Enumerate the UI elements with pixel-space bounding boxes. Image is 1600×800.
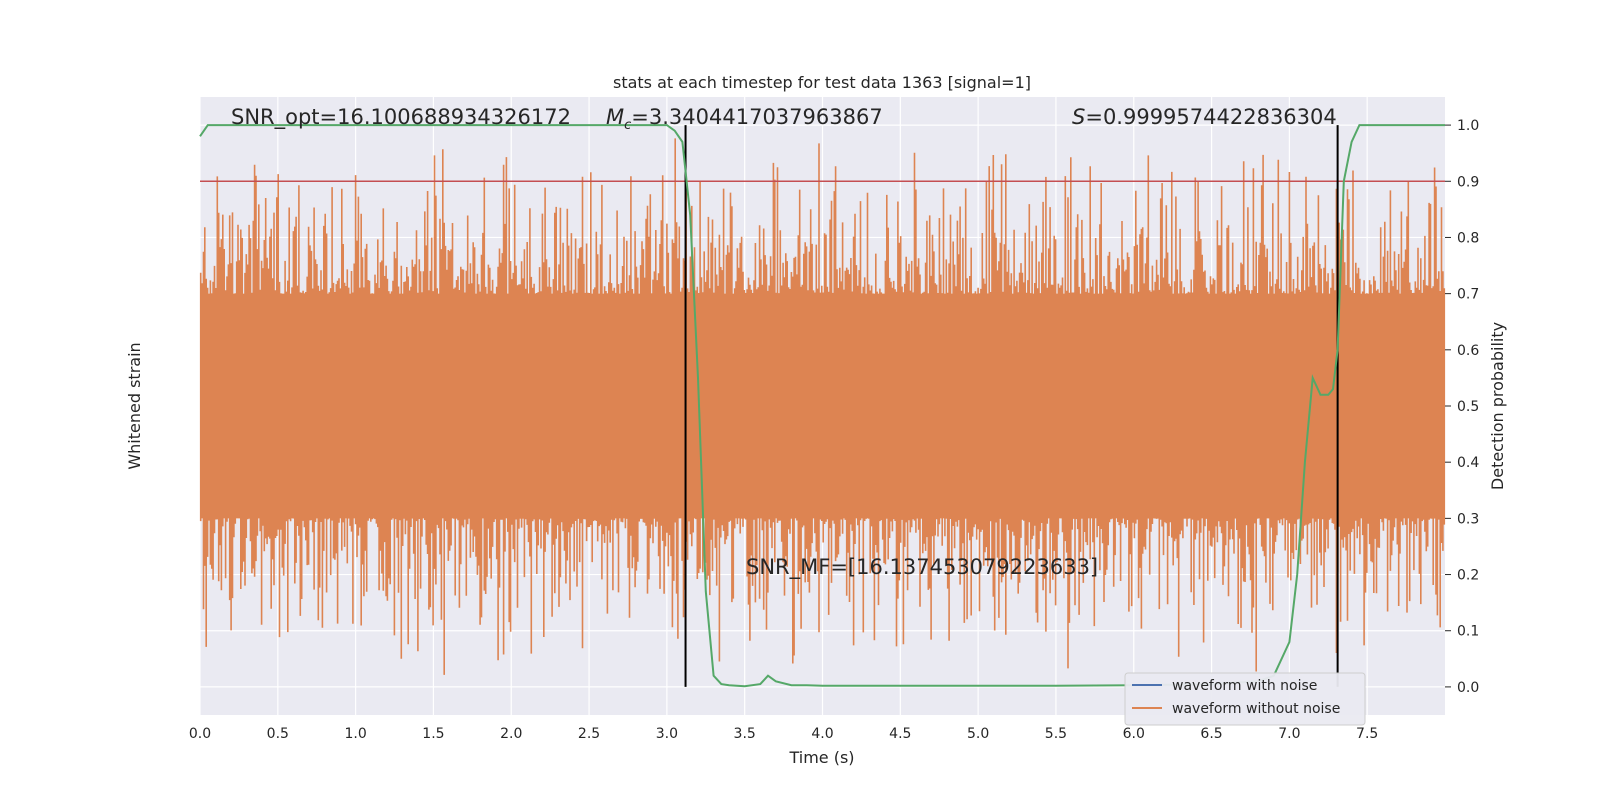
y-right-tick-label: 0.2: [1457, 568, 1479, 584]
annotation-score: S=0.9999574422836304: [1072, 105, 1337, 129]
x-tick-label: 0.0: [189, 726, 211, 742]
x-tick-label: 3.5: [734, 726, 756, 742]
y-right-tick-label: 0.0: [1457, 680, 1479, 696]
y-right-tick-label: 0.5: [1457, 399, 1479, 415]
y-right-axis-label: Detection probability: [1488, 322, 1507, 490]
annotation-chirp-mass: Mc=3.3404417037963867: [606, 105, 883, 133]
y-right-ticks: 0.0 0.1 0.2 0.3 0.4 0.5 0.6 0.7 0.8 0.9 1.0: [1445, 118, 1479, 696]
x-tick-label: 3.0: [656, 726, 678, 742]
s-value: =0.9999574422836304: [1085, 105, 1336, 129]
y-right-tick-label: 0.3: [1457, 511, 1479, 527]
y-right-tick-label: 0.9: [1457, 174, 1479, 190]
y-right-tick-label: 0.1: [1457, 624, 1479, 640]
y-right-tick-label: 0.8: [1457, 230, 1479, 246]
detection-probability-line: [199, 124, 1445, 688]
x-tick-label: 1.5: [422, 726, 444, 742]
mc-symbol: M: [606, 105, 624, 129]
x-axis-label: Time (s): [788, 748, 854, 767]
x-ticks: 0.0 0.5 1.0 1.5 2.0 2.5 3.0 3.5 4.0 4.5 5.0 5.5 6.0 6…: [189, 726, 1378, 742]
vertical-lines: [684, 125, 1339, 687]
y-right-tick-label: 0.7: [1457, 287, 1479, 303]
x-tick-label: 0.5: [267, 726, 289, 742]
x-tick-label: 2.0: [500, 726, 522, 742]
y-right-tick-label: 0.6: [1457, 343, 1479, 359]
chart-title: stats at each timestep for test data 136…: [613, 73, 1031, 92]
annotation-snr-mf: SNR_MF=[16.137453079223633]: [746, 555, 1098, 580]
x-tick-label: 5.0: [967, 726, 989, 742]
x-tick-label: 4.0: [811, 726, 833, 742]
x-tick-label: 6.5: [1200, 726, 1222, 742]
x-tick-label: 7.0: [1278, 726, 1300, 742]
noise-spikes: [199, 138, 1446, 675]
x-tick-label: 7.5: [1356, 726, 1378, 742]
y-right-tick-label: 1.0: [1457, 118, 1479, 134]
x-tick-label: 4.5: [889, 726, 911, 742]
y-left-axis-label: Whitened strain: [125, 342, 144, 469]
annotation-snr-opt: SNR_opt=16.100688934326172: [231, 105, 571, 130]
legend: waveform with noise waveform without noi…: [1124, 672, 1366, 726]
x-tick-label: 6.0: [1123, 726, 1145, 742]
noise-waveform: [199, 138, 1446, 675]
x-tick-label: 1.0: [344, 726, 366, 742]
x-tick-label: 2.5: [578, 726, 600, 742]
mc-subscript: c: [624, 118, 631, 133]
legend-label-with-noise: waveform with noise: [1172, 678, 1317, 694]
s-symbol: S: [1072, 105, 1085, 129]
mc-value: =3.3404417037963867: [631, 105, 882, 129]
x-tick-label: 5.5: [1045, 726, 1067, 742]
legend-box: [1124, 672, 1366, 726]
legend-label-without-noise: waveform without noise: [1172, 701, 1340, 717]
y-right-tick-label: 0.4: [1457, 455, 1479, 471]
